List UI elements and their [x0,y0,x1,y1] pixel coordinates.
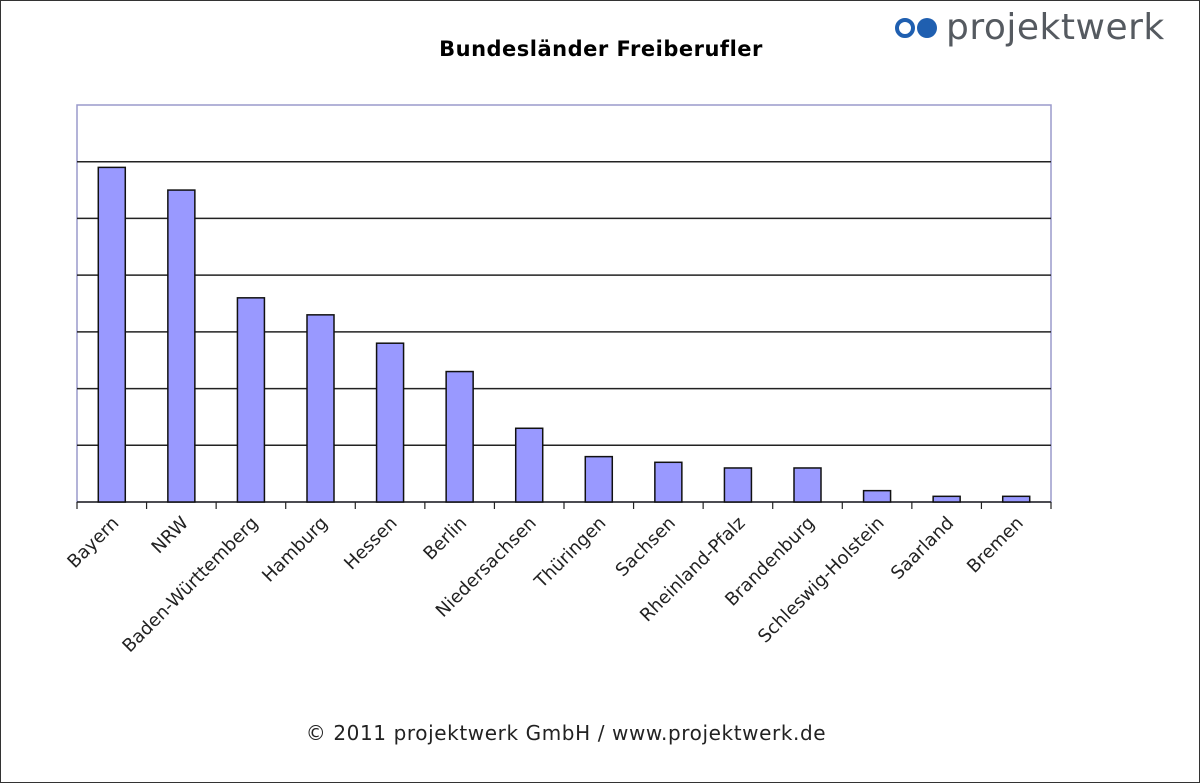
x-tick-label: Thüringen [530,513,610,593]
logo-text: projektwerk [946,7,1165,48]
copyright-footer: © 2011 projektwerk GmbH / www.projektwer… [305,721,827,745]
x-tick-label: Sachsen [612,513,680,581]
x-tick-label: Berlin [419,513,471,565]
logo-circles-icon [895,17,937,38]
projektwerk-logo: projektwerk [894,7,1165,48]
x-tick-label: Hamburg [258,513,332,587]
bar-hessen [375,342,405,503]
chart-title: Bundesländer Freiberufler [439,37,763,61]
x-tick-label: Saarland [887,513,958,584]
bar-schleswig-holstein [862,489,892,503]
bar-sachsen [654,461,683,503]
bar-bremen [1001,495,1031,503]
x-tick-label: NRW [148,513,193,558]
bar-saarland [932,495,961,503]
bar-hamburg [306,314,335,503]
bar-baden-w-rttemberg [236,297,266,503]
bar-niedersachsen [514,427,544,503]
x-tick-label: Bayern [63,513,123,573]
bar-brandenburg [793,467,822,503]
x-tick-label: Hessen [340,513,401,574]
x-tick-label: Bremen [963,513,1028,578]
bar-nrw [167,189,196,503]
bar-rheinland-pfalz [723,467,753,503]
x-tick-label: Schleswig-Holstein [754,513,889,648]
bar-th-ringen [584,455,614,503]
x-tick-label: Baden-Württemberg [118,513,262,657]
bar-berlin [445,370,474,503]
plot-area [76,104,1052,503]
bar-bayern [97,166,127,503]
